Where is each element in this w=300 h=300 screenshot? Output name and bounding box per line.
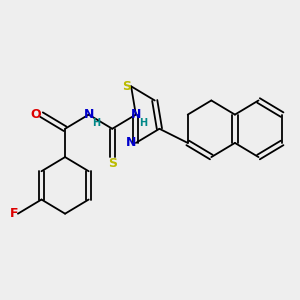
Text: O: O bbox=[31, 108, 41, 121]
Text: S: S bbox=[122, 80, 131, 93]
Text: S: S bbox=[108, 157, 117, 170]
Text: N: N bbox=[83, 108, 94, 121]
Text: N: N bbox=[131, 108, 141, 121]
Text: F: F bbox=[9, 207, 18, 220]
Text: N: N bbox=[125, 136, 136, 149]
Text: H: H bbox=[92, 118, 100, 128]
Text: H: H bbox=[139, 118, 147, 128]
